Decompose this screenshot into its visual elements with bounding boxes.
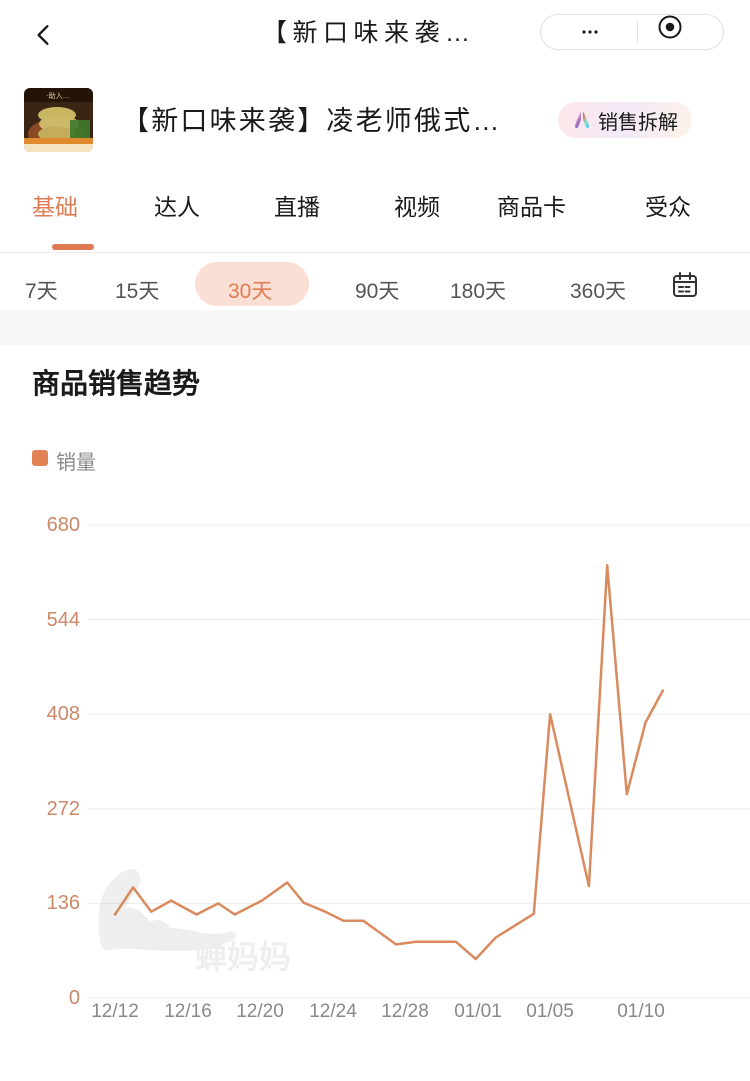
svg-text:0: 0 <box>69 987 80 1009</box>
svg-text:680: 680 <box>47 514 80 536</box>
svg-text:136: 136 <box>47 892 80 914</box>
svg-text:544: 544 <box>47 609 80 631</box>
svg-text:272: 272 <box>47 798 80 820</box>
svg-text:01/05: 01/05 <box>526 1001 574 1020</box>
svg-text:408: 408 <box>47 703 80 725</box>
svg-text:01/10: 01/10 <box>617 1001 665 1020</box>
svg-text:12/20: 12/20 <box>236 1001 284 1020</box>
svg-text:12/16: 12/16 <box>164 1001 212 1020</box>
svg-text:12/28: 12/28 <box>381 1001 429 1020</box>
svg-text:-助入…: -助入… <box>46 91 69 100</box>
svg-text:12/12: 12/12 <box>91 1001 139 1020</box>
svg-text:01/01: 01/01 <box>454 1001 502 1020</box>
svg-text:12/24: 12/24 <box>309 1001 357 1020</box>
